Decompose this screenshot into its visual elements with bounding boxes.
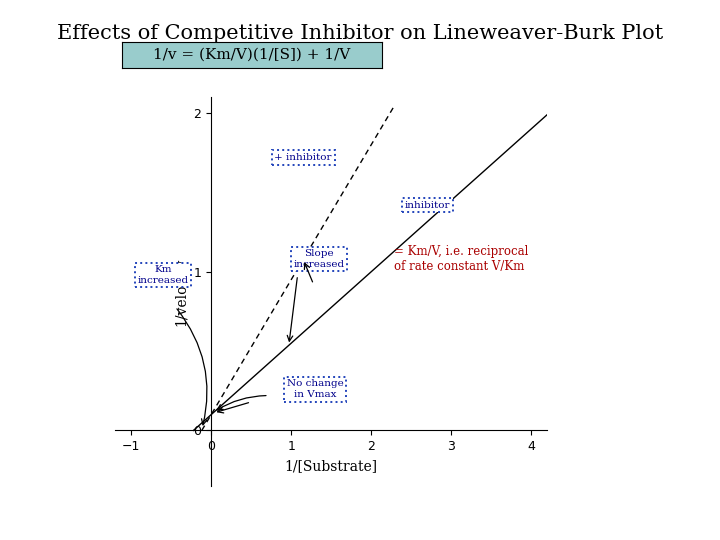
Text: Effects of Competitive Inhibitor on Lineweaver-Burk Plot: Effects of Competitive Inhibitor on Line… xyxy=(57,24,663,43)
Text: Km
increased: Km increased xyxy=(138,265,189,285)
X-axis label: 1/[Substrate]: 1/[Substrate] xyxy=(284,459,378,472)
Y-axis label: 1/velocity: 1/velocity xyxy=(174,258,188,326)
Text: No change
in Vmax: No change in Vmax xyxy=(287,380,343,399)
Text: inhibitor: inhibitor xyxy=(405,201,450,210)
Text: 1/v = (Km/V)(1/[S]) + 1/V: 1/v = (Km/V)(1/[S]) + 1/V xyxy=(153,48,351,62)
Text: Slope
increased: Slope increased xyxy=(294,249,345,269)
Text: + inhibitor: + inhibitor xyxy=(274,153,332,162)
Text: = Km/V, i.e. reciprocal
of rate constant V/Km: = Km/V, i.e. reciprocal of rate constant… xyxy=(394,245,528,273)
